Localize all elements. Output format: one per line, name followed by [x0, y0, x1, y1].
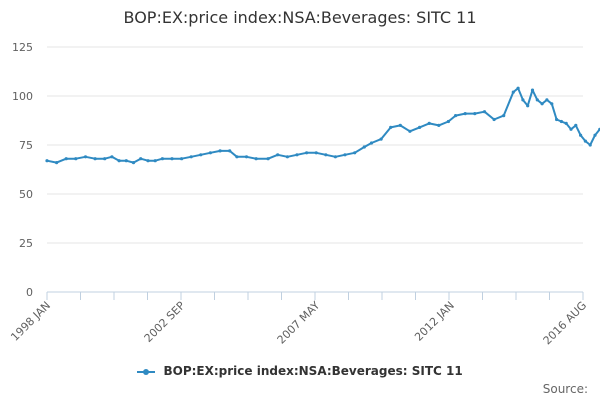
- data-point: [218, 149, 222, 153]
- source-label: Source:: [542, 382, 588, 396]
- data-point: [146, 159, 150, 163]
- data-point: [45, 159, 49, 163]
- data-point: [555, 117, 559, 122]
- data-point: [343, 153, 347, 157]
- data-point: [516, 86, 520, 90]
- data-point: [276, 153, 280, 157]
- data-point: [502, 114, 506, 118]
- data-point: [535, 98, 539, 102]
- data-point: [93, 157, 97, 161]
- data-point: [593, 133, 597, 137]
- data-point: [74, 157, 78, 161]
- data-point: [398, 123, 402, 127]
- data-point: [305, 151, 309, 155]
- data-point: [170, 157, 174, 161]
- data-point: [266, 157, 270, 161]
- data-point: [545, 98, 549, 102]
- data-point: [110, 155, 114, 159]
- data-point: [463, 112, 467, 116]
- data-point: [408, 129, 412, 133]
- legend-line-marker-icon: [137, 368, 156, 375]
- data-point: [314, 151, 318, 155]
- data-point: [160, 157, 164, 161]
- data-point: [379, 137, 383, 141]
- data-point: [189, 155, 193, 159]
- x-tick-label: 2002 SEP: [142, 299, 188, 345]
- data-point: [153, 159, 157, 163]
- data-point: [324, 153, 328, 157]
- data-point: [473, 112, 477, 116]
- data-point: [446, 119, 450, 124]
- data-point: [492, 117, 496, 122]
- data-point: [454, 114, 458, 118]
- x-tick-label: 2007 MAY: [275, 299, 323, 347]
- data-point: [208, 151, 212, 155]
- data-point: [295, 153, 299, 157]
- data-point: [569, 127, 573, 131]
- data-point: [574, 123, 578, 127]
- series-line: [46, 87, 600, 164]
- data-point: [521, 98, 525, 102]
- data-point: [427, 121, 431, 125]
- y-tick-label: 0: [26, 286, 33, 299]
- data-point: [418, 125, 422, 129]
- data-point: [55, 161, 59, 165]
- data-point: [83, 155, 88, 159]
- data-point: [64, 157, 68, 161]
- data-point: [583, 139, 588, 143]
- y-tick-label: 75: [19, 139, 33, 152]
- data-point: [526, 104, 530, 108]
- data-point: [333, 155, 337, 159]
- data-point: [285, 155, 289, 159]
- data-point: [180, 157, 184, 161]
- data-point: [139, 157, 143, 161]
- y-tick-label: 25: [19, 237, 33, 250]
- data-point: [530, 88, 535, 92]
- data-point: [511, 90, 515, 94]
- data-point: [369, 141, 374, 145]
- data-point: [482, 110, 487, 114]
- y-tick-label: 125: [12, 41, 33, 54]
- axis-layer: [46, 291, 584, 300]
- data-point: [389, 125, 393, 129]
- data-point: [540, 102, 544, 106]
- y-tick-label: 100: [12, 90, 33, 103]
- data-point: [244, 155, 249, 159]
- data-point: [588, 143, 592, 147]
- data-point: [124, 159, 128, 163]
- series-layer: [45, 86, 600, 165]
- x-tick-label: 2016 AUG: [541, 299, 590, 348]
- chart-title: BOP:EX:price index:NSA:Beverages: SITC 1…: [123, 8, 477, 27]
- data-point: [235, 155, 239, 159]
- x-tick-label: 1998 JAN: [8, 299, 53, 344]
- data-point: [199, 153, 203, 157]
- grid-layer: [47, 46, 583, 244]
- legend-label: BOP:EX:price index:NSA:Beverages: SITC 1…: [163, 364, 463, 378]
- data-point: [228, 149, 232, 153]
- data-point: [550, 102, 554, 106]
- x-tick-label: 2012 JAN: [412, 299, 457, 344]
- data-point: [564, 121, 568, 125]
- y-tick-label: 50: [19, 188, 33, 201]
- data-point: [437, 123, 441, 127]
- data-point: [254, 157, 258, 161]
- legend[interactable]: BOP:EX:price index:NSA:Beverages: SITC 1…: [0, 364, 600, 378]
- data-point: [353, 151, 357, 155]
- data-point: [362, 145, 366, 149]
- data-point: [103, 157, 107, 161]
- data-point: [579, 133, 583, 137]
- data-point: [117, 159, 121, 163]
- data-point: [131, 161, 136, 165]
- data-point: [559, 119, 564, 124]
